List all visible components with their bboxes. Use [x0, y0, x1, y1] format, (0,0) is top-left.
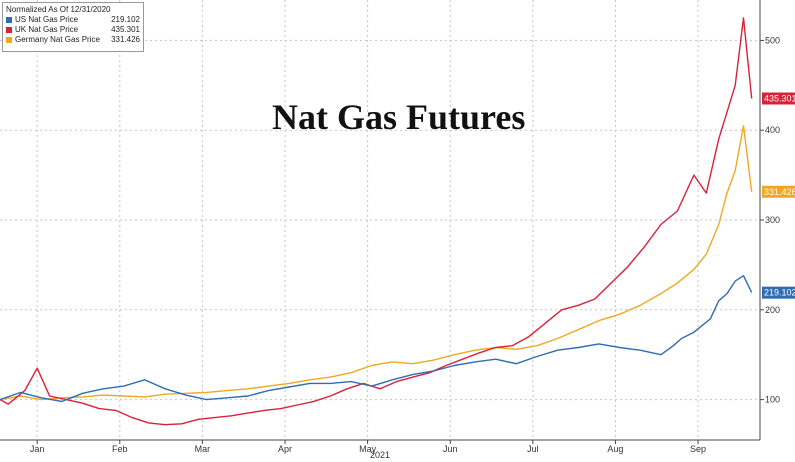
- series-line-1: [0, 17, 753, 426]
- x-tick-label: Jul: [527, 444, 539, 454]
- legend-value-germany: 331.426: [111, 35, 140, 44]
- y-tick-label: 200: [765, 305, 780, 315]
- last-value-badge: [762, 286, 795, 299]
- legend-entry-germany: Germany Nat Gas Price 331.426: [6, 35, 140, 45]
- x-tick-label: Apr: [278, 444, 292, 454]
- x-tick-label: Jun: [443, 444, 458, 454]
- series-line-0: [0, 275, 753, 403]
- legend-title: Normalized As Of 12/31/2020: [6, 5, 111, 14]
- series-line-2: [0, 125, 753, 401]
- last-value-labels: 219.102 435.301 331.426: [762, 92, 795, 299]
- legend-name-us: US Nat Gas Price: [15, 15, 79, 24]
- x-tick-label: Aug: [607, 444, 623, 454]
- last-value-badge: [762, 92, 795, 105]
- legend-swatch-uk: [6, 27, 12, 33]
- legend-value-us: 219.102: [111, 15, 140, 24]
- chart-title: Nat Gas Futures: [272, 97, 526, 137]
- legend-swatch-us: [6, 17, 12, 23]
- y-axis-ticks: 100 200 300 400 500: [760, 35, 780, 405]
- legend: Normalized As Of 12/31/2020 US Nat Gas P…: [2, 2, 144, 52]
- legend-entry-us: US Nat Gas Price 219.102: [6, 15, 140, 25]
- x-tick-label: May: [359, 444, 377, 454]
- y-tick-label: 100: [765, 395, 780, 405]
- legend-value-uk: 435.301: [111, 25, 140, 34]
- series-layer: [0, 17, 753, 426]
- legend-name-uk: UK Nat Gas Price: [15, 25, 79, 34]
- x-tick-label: Jan: [30, 444, 45, 454]
- x-axis-ticks: Jan Feb Mar Apr May Jun Jul Aug Sep: [30, 440, 706, 454]
- y-tick-label: 400: [765, 125, 780, 135]
- x-tick-label: Feb: [112, 444, 128, 454]
- x-tick-label: Mar: [195, 444, 211, 454]
- y-tick-label: 500: [765, 35, 780, 45]
- last-value-label: 331.426: [764, 187, 795, 197]
- x-axis-label: 2021: [370, 450, 390, 460]
- legend-entry-uk: UK Nat Gas Price 435.301: [6, 25, 140, 35]
- x-tick-label: Sep: [690, 444, 706, 454]
- legend-name-germany: Germany Nat Gas Price: [15, 35, 100, 44]
- last-value-label: 219.102: [764, 288, 795, 298]
- y-tick-label: 300: [765, 215, 780, 225]
- gridlines: [0, 0, 760, 440]
- last-value-badge: [762, 185, 795, 198]
- last-value-label: 435.301: [764, 94, 795, 104]
- legend-swatch-germany: [6, 37, 12, 43]
